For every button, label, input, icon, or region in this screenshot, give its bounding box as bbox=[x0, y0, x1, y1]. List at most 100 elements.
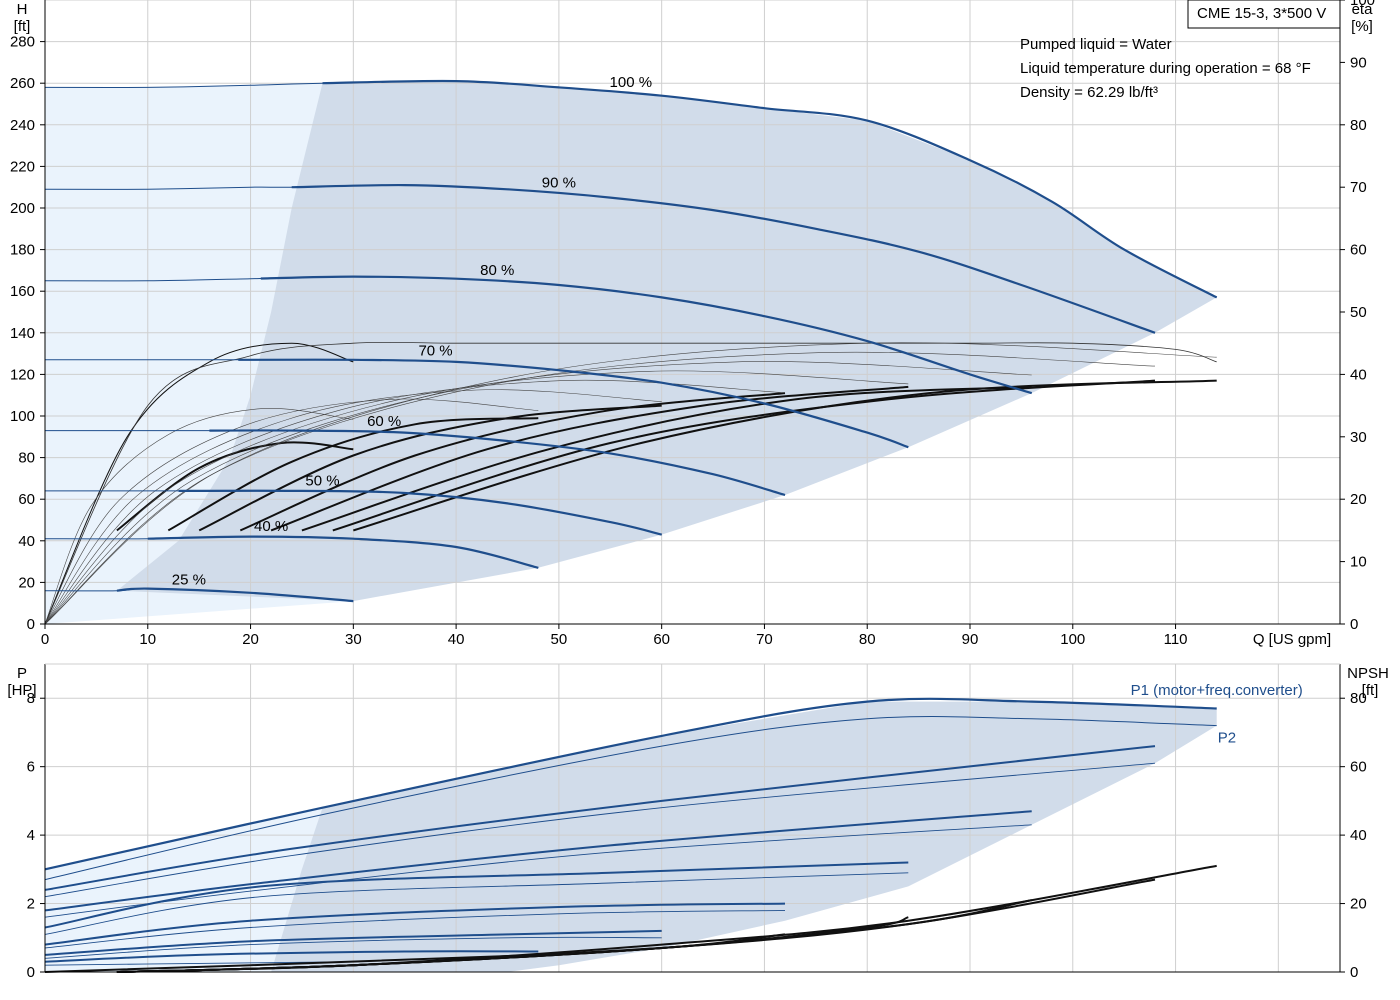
power-curve-speed bbox=[44, 902, 786, 946]
efficiency-curve bbox=[332, 379, 1156, 532]
efficiency-curve bbox=[353, 379, 1217, 532]
power-area bbox=[45, 701, 1217, 972]
curve-label: 90 % bbox=[542, 174, 576, 191]
info-line-density: Density = 62.29 lb/ft³ bbox=[1020, 84, 1158, 101]
dark-power-area bbox=[271, 701, 1217, 972]
y-right-tick-label: 20 bbox=[1350, 896, 1367, 913]
power-curve-speed bbox=[44, 909, 786, 949]
power-curve-speed bbox=[44, 950, 539, 963]
y-tick-label: 6 bbox=[27, 759, 35, 776]
y-tick-label: 4 bbox=[27, 827, 35, 844]
y-right-tick-label: 40 bbox=[1350, 366, 1367, 383]
dark-operating-area bbox=[116, 81, 1217, 602]
info-line-pumped-liquid: Pumped liquid = Water bbox=[1020, 36, 1172, 53]
power-curve bbox=[44, 697, 1217, 871]
y-right-tick-label: 90 bbox=[1350, 54, 1367, 71]
y-tick-label: 2 bbox=[27, 896, 35, 913]
head-curve bbox=[291, 183, 1156, 334]
head-curves: 100 % 90 % 80 % 70 % 60 % 50 % 40 % 25 % bbox=[44, 74, 1218, 603]
x-tick-label: 40 bbox=[448, 631, 465, 648]
head-curve bbox=[209, 429, 786, 497]
y-right-tick-label: 60 bbox=[1350, 242, 1367, 259]
axes: 0204060801001201401601802002202402602800… bbox=[10, 0, 1375, 648]
curve-label: 25 % bbox=[172, 571, 206, 588]
power-curves: P1 (motor+freq.converter) P2 bbox=[44, 682, 1303, 966]
power-curve-speed bbox=[44, 745, 1156, 891]
y-tick-label: 200 bbox=[10, 200, 35, 217]
y-tick-label: 20 bbox=[18, 574, 35, 591]
head-curve bbox=[116, 587, 354, 603]
y-right-axis-title: NPSH bbox=[1347, 665, 1389, 682]
y-right-tick-label: 60 bbox=[1350, 759, 1367, 776]
y-tick-label: 0 bbox=[27, 964, 35, 981]
model-label-box bbox=[1187, 0, 1341, 29]
y-tick-label: 160 bbox=[10, 283, 35, 300]
curve-label: 80 % bbox=[480, 262, 514, 279]
npsh-curves bbox=[44, 864, 1217, 973]
y-axis-unit: [ft] bbox=[14, 18, 31, 35]
y-tick-label: 8 bbox=[27, 690, 35, 707]
power-npsh-panel: P1 (motor+freq.converter)P2 024680204060… bbox=[7, 663, 1389, 981]
p1-label: P1 (motor+freq.converter) bbox=[1131, 682, 1303, 699]
y-right-tick-label: 50 bbox=[1350, 304, 1367, 321]
efficiency-curve bbox=[239, 392, 786, 532]
info-line-temperature: Liquid temperature during operation = 68… bbox=[1020, 60, 1311, 77]
x-tick-label: 90 bbox=[962, 631, 979, 648]
head-curve bbox=[147, 535, 539, 569]
y-tick-label: 180 bbox=[10, 242, 35, 259]
power-curve-speed bbox=[44, 861, 909, 929]
power-curve-speed bbox=[44, 929, 662, 956]
efficiency-hull-curve bbox=[44, 341, 1217, 625]
x-tick-label: 80 bbox=[859, 631, 876, 648]
head-curve bbox=[322, 79, 1218, 299]
x-tick-label: 10 bbox=[139, 631, 156, 648]
y-right-tick-label: 0 bbox=[1350, 616, 1358, 633]
y-axis-title: H bbox=[17, 1, 28, 18]
y-right-tick-label: 100 bbox=[1350, 0, 1375, 9]
efficiency-fan-curve bbox=[44, 370, 909, 625]
efficiency-fan-curve bbox=[44, 342, 1217, 625]
y-tick-label: 60 bbox=[18, 491, 35, 508]
curve-label: 70 % bbox=[418, 343, 452, 360]
x-tick-label: 0 bbox=[41, 631, 49, 648]
head-curve bbox=[237, 358, 909, 449]
y-right-tick-label: 0 bbox=[1350, 964, 1358, 981]
efficiency-fan-curve bbox=[44, 379, 786, 625]
efficiency-curve bbox=[167, 417, 539, 532]
head-curve bbox=[178, 489, 662, 536]
x-tick-label: 60 bbox=[653, 631, 670, 648]
head-efficiency-panel: 100 % 90 % 80 % 70 % 60 % 50 % 40 % 25 % 0 20 40 6… bbox=[10, 0, 1375, 648]
y-axis-title: P bbox=[17, 665, 27, 682]
model-label: CME 15-3, 3*500 V bbox=[1197, 5, 1326, 22]
npsh-curve bbox=[44, 953, 539, 973]
y-right-tick-label: 30 bbox=[1350, 429, 1367, 446]
efficiency-curve bbox=[301, 385, 1032, 532]
efficiency-fan-curve bbox=[44, 408, 354, 625]
operating-area bbox=[45, 81, 1217, 625]
p2-label: P2 bbox=[1218, 730, 1236, 747]
y-tick-label: 280 bbox=[10, 34, 35, 51]
efficiency-fan-curve bbox=[44, 389, 662, 625]
y-right-tick-label: 70 bbox=[1350, 179, 1367, 196]
y-right-tick-label: 40 bbox=[1350, 827, 1367, 844]
curve-label: 100 % bbox=[610, 74, 653, 91]
power-curve-speed bbox=[44, 762, 1156, 898]
power-curve-speed bbox=[44, 936, 662, 959]
y-tick-label: 120 bbox=[10, 366, 35, 383]
curve-label: 50 % bbox=[305, 472, 339, 489]
y-tick-label: 260 bbox=[10, 75, 35, 92]
power-curve-speed bbox=[44, 810, 1032, 912]
head-curve bbox=[260, 275, 1033, 395]
npsh-curve bbox=[116, 947, 662, 973]
curve-label: 60 % bbox=[367, 413, 401, 430]
y-tick-label: 40 bbox=[18, 533, 35, 550]
y-tick-label: 220 bbox=[10, 158, 35, 175]
efficiency-curve bbox=[44, 342, 354, 625]
power-curve bbox=[44, 715, 1217, 881]
efficiency-fan-curve bbox=[44, 361, 1032, 625]
efficiency-curve bbox=[270, 385, 909, 532]
y-right-tick-label: 80 bbox=[1350, 690, 1367, 707]
y-right-axis-title: eta bbox=[1352, 1, 1374, 18]
x-tick-label: 70 bbox=[756, 631, 773, 648]
